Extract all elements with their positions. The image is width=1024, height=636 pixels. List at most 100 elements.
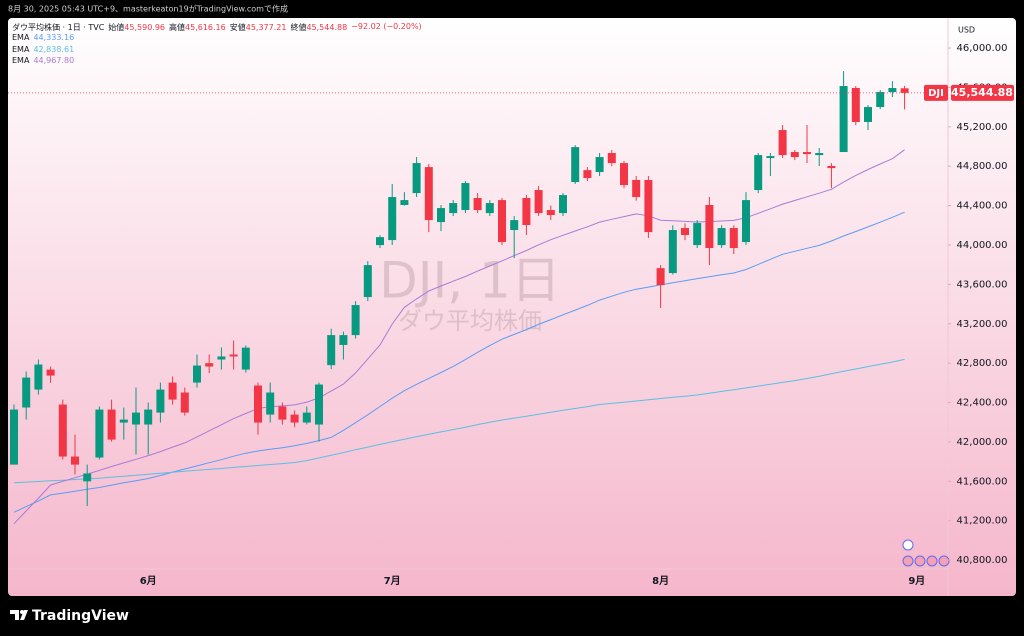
candle-body	[790, 152, 799, 158]
candle-body	[717, 228, 726, 246]
candle-body	[424, 167, 433, 221]
logo-text: TradingView	[32, 608, 129, 624]
candle-body	[34, 364, 43, 390]
candle-body	[327, 335, 336, 366]
ohlc-value: 45,377.21	[245, 23, 287, 32]
candle-body	[668, 230, 677, 274]
candle-body	[302, 412, 311, 423]
candle-body	[766, 156, 775, 159]
y-tick-label: 40,800.00	[957, 555, 1008, 566]
legend-name: EMA	[12, 33, 30, 42]
ohlc-label: 始値45,590.96	[108, 22, 165, 33]
candle-body	[571, 147, 580, 183]
candle-body	[376, 237, 384, 246]
candle-body	[607, 153, 616, 164]
currency: USD	[958, 26, 975, 35]
change: −92.02 (−0.20%)	[351, 22, 422, 31]
candle-body	[254, 385, 262, 423]
candle-body	[876, 92, 885, 108]
symbol-line: ダウ平均株価 · 1日 · TVC	[12, 23, 105, 32]
y-tick-label: 42,400.00	[957, 398, 1008, 409]
ohlc-value: 45,616.16	[185, 23, 226, 32]
candle-body	[803, 152, 811, 155]
candle-body	[400, 200, 409, 206]
ohlc-label: 終値45,544.88	[290, 22, 347, 33]
candle-body	[437, 208, 445, 223]
candle-body	[729, 228, 738, 249]
symbol-legend: ダウ平均株価 · 1日 · TVC 始値45,590.96 高値45,616.1…	[12, 22, 422, 33]
legend-value: 44,967.80	[33, 56, 75, 65]
candle-body	[595, 157, 604, 173]
legend-value: 42,838.61	[33, 44, 75, 54]
y-tick-label: 44,000.00	[957, 240, 1008, 251]
candle-body	[632, 180, 641, 198]
candle-body	[693, 223, 702, 246]
candle-body	[119, 419, 128, 423]
chart-panel	[8, 18, 1016, 596]
candle-body	[546, 210, 555, 216]
candle-body	[827, 166, 836, 169]
candle-body	[522, 198, 531, 226]
candle-body	[315, 384, 323, 425]
ema-line	[13, 358, 905, 484]
legend-name: EMA	[12, 56, 30, 65]
candle-body	[449, 203, 458, 214]
candle-body	[900, 88, 909, 93]
candle-body	[180, 392, 189, 413]
candle-body	[644, 180, 653, 233]
candle-body	[266, 392, 275, 415]
y-tick-label: 45,200.00	[957, 122, 1008, 133]
ohlc-key: 始値	[108, 23, 125, 32]
candle-body	[193, 365, 201, 383]
candle-body	[864, 107, 872, 122]
y-tick-label: 41,600.00	[957, 476, 1008, 487]
ohlc-key: 安値	[229, 23, 246, 32]
candle-body	[144, 409, 153, 425]
candle-body	[656, 268, 665, 286]
candle-body	[839, 86, 848, 153]
y-tick-label: 42,800.00	[957, 358, 1008, 369]
legend-entry: EMA 44,333.16	[12, 33, 74, 42]
candle-body	[107, 409, 116, 440]
candle-body	[205, 363, 214, 367]
top-note: 8月 30, 2025 05:43 UTC+9、masterkeaton19がT…	[8, 4, 288, 14]
candle-body	[156, 389, 165, 413]
x-tick-label: 8月	[652, 575, 669, 587]
legend-name: EMA	[12, 44, 30, 54]
watermark-subtitle: ダウ平均株価	[398, 307, 542, 335]
candle-body	[58, 404, 67, 457]
candle-body	[510, 220, 519, 231]
candle-body	[71, 456, 79, 465]
candle-body	[229, 354, 238, 357]
candle-body	[95, 409, 104, 458]
x-tick-label: 9月	[908, 575, 925, 587]
candle-body	[132, 412, 140, 425]
y-tick-label: 42,000.00	[957, 437, 1008, 448]
price-tag-label: 45,544.88	[951, 86, 1013, 99]
candle-body	[363, 265, 372, 298]
logo	[10, 610, 28, 620]
candle-body	[461, 183, 470, 211]
candle-body	[888, 88, 897, 93]
y-tick-label: 44,800.00	[957, 161, 1008, 172]
candle-body	[290, 414, 299, 423]
legend-value: 44,333.16	[33, 33, 75, 42]
x-tick-label: 7月	[384, 575, 401, 587]
legend-entry: EMA 42,838.61	[12, 45, 74, 54]
candle-body	[705, 205, 714, 249]
candle-body	[778, 130, 787, 156]
candle-body	[83, 473, 92, 482]
candle-body	[620, 163, 628, 186]
candle-body	[534, 190, 543, 214]
event-icons	[902, 539, 950, 567]
candle-body	[10, 409, 18, 465]
candle-body	[388, 197, 397, 241]
candle-body	[485, 203, 494, 214]
symbol-tag-label: DJI	[928, 88, 944, 99]
ohlc-key: 終値	[290, 23, 307, 32]
candle-body	[754, 155, 763, 191]
y-tick-label: 43,600.00	[957, 279, 1008, 290]
candle-body	[815, 153, 824, 156]
ohlc-label: 高値45,616.16	[169, 22, 226, 33]
